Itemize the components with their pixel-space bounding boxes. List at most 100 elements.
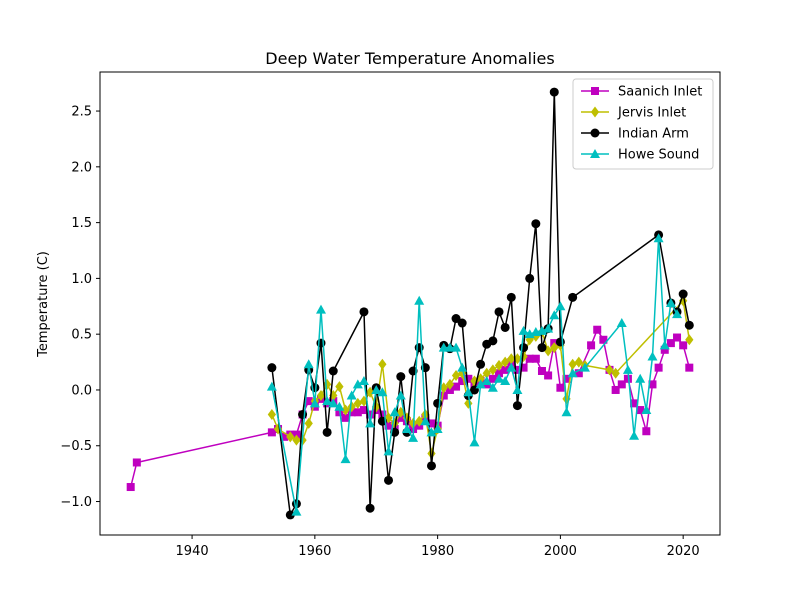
data-point-indian-arm bbox=[678, 289, 688, 299]
data-point-jervis-inlet bbox=[267, 409, 277, 421]
data-point-indian-arm bbox=[476, 359, 486, 369]
data-point-howe-sound bbox=[549, 310, 560, 320]
y-tick-label: −0.5 bbox=[60, 439, 92, 454]
data-point-saanich-inlet bbox=[685, 363, 694, 372]
data-point-howe-sound bbox=[303, 359, 314, 369]
data-point-indian-arm bbox=[328, 366, 338, 376]
data-point-howe-sound bbox=[506, 362, 517, 372]
series-line-indian-arm bbox=[271, 91, 691, 516]
x-tick-label: 1980 bbox=[421, 544, 454, 559]
legend-marker bbox=[590, 149, 600, 158]
data-point-indian-arm bbox=[537, 343, 547, 353]
data-point-jervis-inlet bbox=[685, 334, 694, 346]
data-point-indian-arm bbox=[549, 87, 559, 97]
data-point-indian-arm bbox=[555, 337, 565, 347]
data-point-howe-sound bbox=[641, 405, 652, 415]
data-point-saanich-inlet bbox=[642, 427, 651, 436]
data-point-howe-sound bbox=[432, 424, 443, 434]
data-point-indian-arm bbox=[531, 219, 541, 229]
data-point-howe-sound bbox=[377, 387, 388, 397]
data-point-howe-sound bbox=[266, 381, 277, 391]
data-point-jervis-inlet bbox=[574, 356, 583, 368]
data-point-howe-sound bbox=[371, 384, 382, 394]
data-point-saanich-inlet bbox=[501, 365, 510, 374]
y-tick-label: 1.0 bbox=[71, 272, 92, 287]
data-point-howe-sound bbox=[518, 325, 529, 335]
data-point-jervis-inlet bbox=[494, 359, 504, 371]
data-point-howe-sound bbox=[414, 295, 425, 305]
data-point-saanich-inlet bbox=[617, 380, 626, 389]
data-point-jervis-inlet bbox=[507, 353, 516, 365]
data-point-howe-sound bbox=[358, 376, 369, 386]
data-point-saanich-inlet bbox=[464, 374, 473, 383]
data-point-howe-sound bbox=[647, 351, 658, 361]
data-point-indian-arm bbox=[433, 398, 443, 408]
data-point-indian-arm bbox=[568, 292, 578, 302]
data-point-indian-arm bbox=[684, 320, 694, 330]
data-point-indian-arm bbox=[285, 510, 295, 520]
data-point-howe-sound bbox=[451, 342, 462, 352]
chart-title: Deep Water Temperature Anomalies bbox=[265, 49, 554, 68]
data-point-indian-arm bbox=[506, 292, 516, 302]
data-point-indian-arm bbox=[384, 475, 394, 485]
data-point-howe-sound bbox=[555, 301, 566, 311]
y-tick-label: 1.5 bbox=[71, 216, 92, 231]
legend-item-jervis-inlet: Jervis Inlet bbox=[581, 106, 686, 121]
legend-item-howe-sound: Howe Sound bbox=[581, 148, 699, 163]
data-point-howe-sound bbox=[475, 379, 486, 389]
data-point-saanich-inlet bbox=[593, 325, 602, 334]
data-point-indian-arm bbox=[525, 273, 535, 283]
data-point-saanich-inlet bbox=[267, 428, 276, 437]
legend-label: Howe Sound bbox=[618, 148, 699, 163]
data-point-howe-sound bbox=[365, 418, 376, 428]
data-point-howe-sound bbox=[420, 416, 431, 426]
legend-box bbox=[572, 78, 714, 170]
data-point-howe-sound bbox=[457, 362, 468, 372]
data-point-saanich-inlet bbox=[544, 371, 553, 380]
data-point-saanich-inlet bbox=[673, 333, 682, 342]
legend-item-indian-arm: Indian Arm bbox=[581, 127, 689, 142]
data-point-howe-sound bbox=[622, 364, 633, 374]
data-point-howe-sound bbox=[463, 387, 474, 397]
data-point-saanich-inlet bbox=[513, 365, 522, 374]
data-point-howe-sound bbox=[653, 233, 664, 243]
data-point-howe-sound bbox=[635, 373, 646, 383]
axes: 1940 1960 1980 2000 2020 −1.0 −0.5 0.0 0.5 1.0 1.5… bbox=[60, 105, 699, 559]
data-point-saanich-inlet bbox=[531, 354, 540, 363]
data-point-howe-sound bbox=[328, 398, 339, 408]
data-point-howe-sound bbox=[389, 407, 400, 417]
data-point-saanich-inlet bbox=[439, 391, 448, 400]
data-point-saanich-inlet bbox=[679, 341, 688, 350]
data-point-indian-arm bbox=[365, 503, 375, 513]
data-point-saanich-inlet bbox=[396, 413, 405, 422]
data-point-saanich-inlet bbox=[525, 354, 534, 363]
data-point-saanich-inlet bbox=[458, 377, 467, 386]
data-point-howe-sound bbox=[672, 309, 683, 319]
data-point-howe-sound bbox=[561, 407, 572, 417]
data-point-jervis-inlet bbox=[550, 342, 559, 354]
data-point-howe-sound bbox=[512, 384, 523, 394]
legend-label: Jervis Inlet bbox=[617, 106, 686, 121]
data-point-jervis-inlet bbox=[568, 358, 577, 370]
data-point-howe-sound bbox=[616, 318, 627, 328]
data-point-saanich-inlet bbox=[556, 383, 565, 392]
data-point-howe-sound bbox=[629, 430, 640, 440]
data-point-howe-sound bbox=[322, 396, 333, 406]
data-point-indian-arm bbox=[494, 307, 504, 317]
plot-frame bbox=[99, 71, 721, 536]
x-tick-label: 2000 bbox=[544, 544, 577, 559]
data-point-howe-sound bbox=[309, 398, 320, 408]
data-point-jervis-inlet bbox=[378, 358, 387, 370]
x-tick-label: 1940 bbox=[176, 544, 209, 559]
y-tick-label: 2.5 bbox=[71, 105, 92, 120]
data-point-jervis-inlet bbox=[451, 369, 461, 381]
data-point-indian-arm bbox=[519, 343, 529, 353]
y-tick-label: −1.0 bbox=[60, 495, 92, 510]
series-howe-sound bbox=[266, 233, 683, 516]
data-point-indian-arm bbox=[512, 401, 522, 411]
data-point-indian-arm bbox=[267, 363, 277, 373]
data-point-howe-sound bbox=[401, 424, 412, 434]
data-point-howe-sound bbox=[346, 390, 357, 400]
data-point-saanich-inlet bbox=[378, 410, 387, 419]
data-point-saanich-inlet bbox=[445, 385, 454, 394]
